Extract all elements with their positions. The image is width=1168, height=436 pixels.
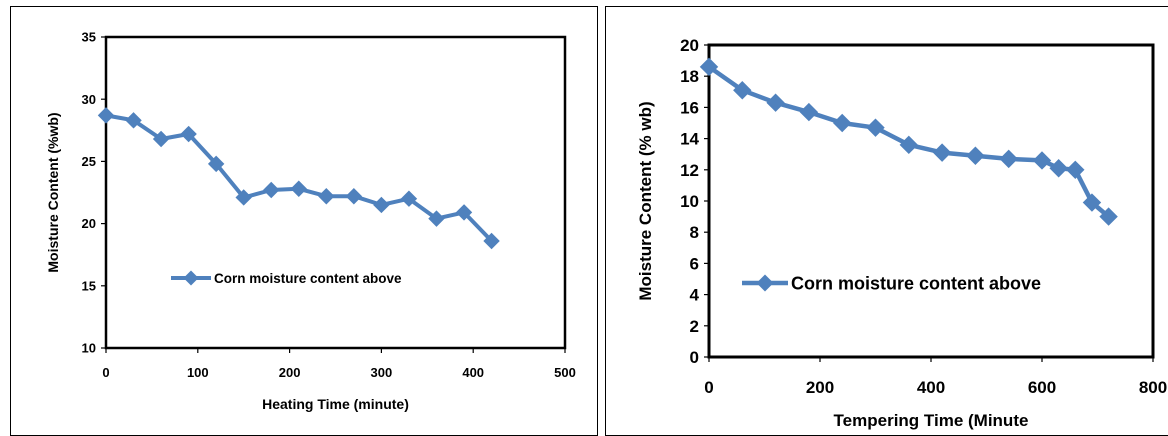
right-y-tick-label: 4 (690, 286, 700, 305)
right-data-point (999, 149, 1018, 169)
left-data-point (483, 232, 500, 250)
right-y-tick-label: 6 (690, 254, 699, 273)
left-data-point (428, 210, 445, 227)
right-data-point (1049, 159, 1068, 178)
left-x-tick-label: 300 (371, 365, 393, 380)
right-y-tick-label: 16 (680, 98, 699, 117)
left-data-point (290, 180, 307, 197)
left-data-point (97, 107, 115, 124)
right-y-tick-label: 12 (680, 161, 699, 180)
right-legend-marker (756, 274, 774, 292)
left-data-point (207, 155, 225, 173)
right-data-point (1066, 160, 1085, 180)
right-chart-panel: 0 2 4 6 8 10 12 14 16 18 20 0 200 400 600 800 Tempering … (605, 6, 1168, 436)
right-data-point (1082, 193, 1102, 212)
right-data-point (966, 146, 985, 165)
right-y-tick-label: 18 (680, 67, 699, 86)
right-y-tick-label: 20 (680, 36, 699, 55)
left-x-tick-label: 400 (462, 365, 484, 380)
left-data-point (125, 112, 142, 129)
right-data-point (699, 57, 719, 77)
right-data-point (733, 81, 752, 100)
left-data-point (345, 188, 363, 205)
right-x-tick-label: 600 (1028, 378, 1056, 397)
left-x-axis-title: Heating Time (minute) (262, 396, 409, 412)
left-data-point (235, 189, 252, 206)
right-x-axis-title: Tempering Time (Minute (834, 411, 1029, 430)
left-x-tick-label: 100 (187, 365, 209, 380)
right-data-point (932, 143, 952, 162)
right-y-tick-label: 8 (690, 223, 699, 242)
left-data-point (400, 190, 418, 207)
right-data-point (766, 93, 785, 112)
left-y-axis-title: Moisture Content (%wb) (45, 112, 61, 272)
right-data-point (866, 118, 885, 137)
right-x-tick-label: 0 (704, 378, 713, 397)
left-legend-label: Corn moisture content above (214, 271, 402, 286)
right-data-point (1032, 151, 1052, 170)
left-y-tick-label: 35 (82, 30, 96, 45)
left-legend-marker (183, 270, 199, 286)
left-y-tick-label: 20 (82, 216, 96, 231)
left-plot-area (104, 35, 567, 350)
right-y-tick-label: 2 (690, 317, 699, 336)
left-data-point (263, 181, 280, 199)
left-data-point (152, 130, 170, 148)
right-y-tick-label: 14 (680, 130, 699, 149)
left-x-tick-label: 200 (279, 365, 301, 380)
heating-time-chart: 10 15 20 25 30 35 0 100 200 300 400 500 Heating Time… (45, 30, 576, 412)
right-data-point (799, 102, 819, 122)
left-x-tick-label: 500 (554, 365, 576, 380)
left-y-tick-label: 15 (82, 278, 96, 293)
right-y-tick-label: 0 (690, 348, 699, 367)
left-data-point (180, 125, 197, 143)
right-data-point (899, 135, 919, 155)
right-x-tick-label: 800 (1139, 378, 1167, 397)
left-data-point (318, 188, 335, 205)
left-data-point (455, 204, 473, 221)
right-y-axis-title: Moisture Content (% wb) (636, 101, 655, 300)
right-data-point (832, 113, 852, 133)
left-y-tick-label: 30 (82, 92, 96, 107)
left-x-tick-label: 0 (102, 365, 109, 380)
right-y-tick-label: 10 (680, 192, 699, 211)
right-x-tick-label: 400 (917, 378, 945, 397)
left-y-tick-label: 10 (82, 341, 96, 356)
right-data-point (1099, 207, 1118, 226)
left-y-tick-label: 25 (82, 154, 96, 169)
left-chart-panel: 10 15 20 25 30 35 0 100 200 300 400 500 Heating Time… (10, 6, 598, 436)
right-legend-label: Corn moisture content above (791, 273, 1041, 293)
right-x-tick-label: 200 (806, 378, 834, 397)
left-data-point (373, 196, 390, 214)
